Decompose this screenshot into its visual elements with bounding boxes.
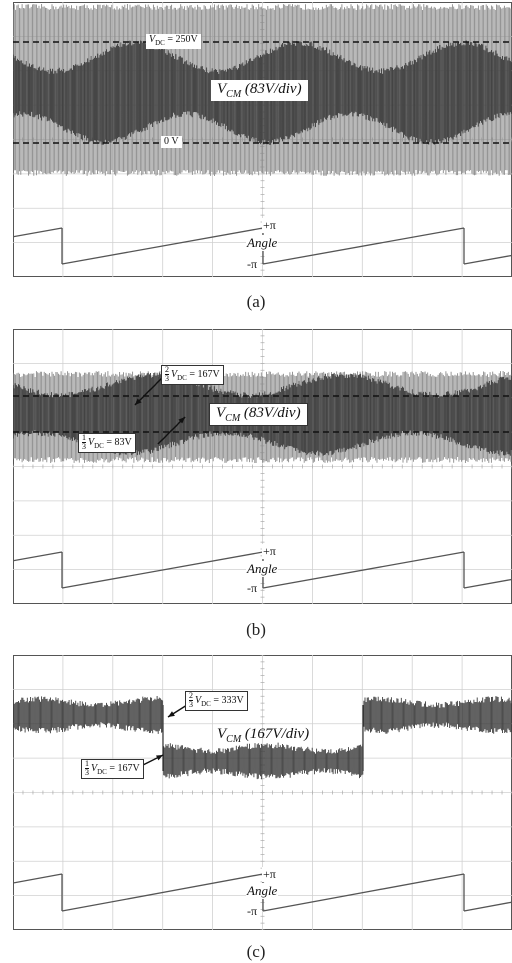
scope-panel-c: 2 3 VDC = 333V 1 3 VDC = 167V VCM (167V/div)…	[13, 655, 512, 930]
arrow-head	[135, 398, 142, 405]
arrow-head	[156, 755, 163, 761]
level-label-two-thirds: 2 3 VDC = 167V	[161, 365, 224, 385]
chart-title-c: VCM (167V/div)	[217, 726, 310, 745]
caption-a: (a)	[246, 292, 266, 311]
scope-panel-b: 2 3 VDC = 167V 1 3 VDC = 83V VCM (83V/div) +…	[13, 329, 512, 604]
level-label-vdc: VDC = 250V	[146, 34, 201, 49]
arrow-head	[178, 417, 185, 424]
caption-c: (c)	[246, 942, 266, 961]
level-label-one-third: 1 3 VDC = 83V	[78, 433, 136, 453]
chart-title-b: VCM (83V/div)	[209, 403, 308, 426]
label-arrow	[134, 376, 164, 406]
angle-max-label: +π	[262, 867, 277, 882]
scope-panel-a: VDC = 250V 0 V VCM (83V/div) +π Angle -π	[13, 2, 512, 277]
angle-max-label: +π	[262, 544, 277, 559]
angle-axis-label: Angle	[246, 561, 279, 577]
angle-min-label: -π	[246, 257, 259, 272]
angle-min-label: -π	[246, 581, 259, 596]
level-label-zero: 0 V	[161, 136, 182, 148]
level-label-two-thirds: 2 3 VDC = 333V	[185, 691, 248, 711]
chart-title-a: VCM (83V/div)	[211, 80, 308, 101]
vcm-trace	[13, 696, 512, 780]
angle-axis-label: Angle	[246, 883, 279, 899]
angle-axis-label: Angle	[246, 235, 279, 251]
arrow-head	[168, 711, 175, 717]
angle-min-label: -π	[246, 904, 259, 919]
angle-max-label: +π	[262, 218, 277, 233]
level-label-one-third: 1 3 VDC = 167V	[81, 759, 144, 779]
caption-b: (b)	[246, 620, 266, 639]
